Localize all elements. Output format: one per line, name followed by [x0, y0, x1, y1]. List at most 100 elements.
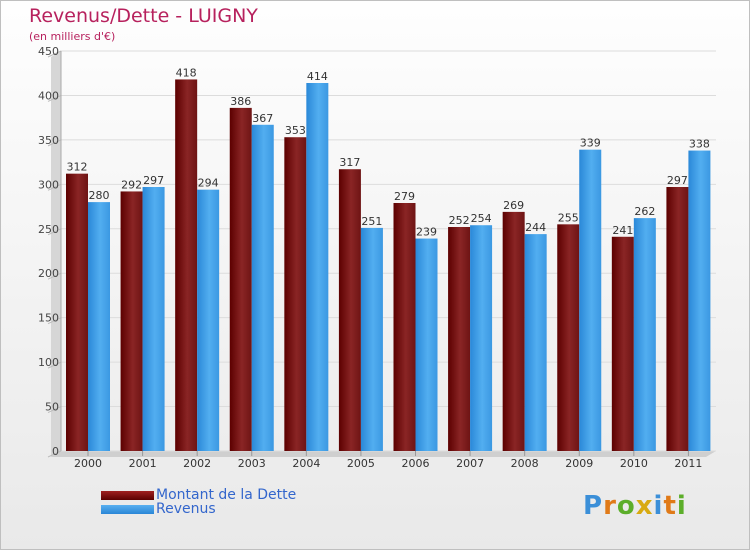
x-tick-label: 2009 [565, 457, 593, 470]
data-label: 251 [361, 215, 382, 228]
bar [666, 187, 689, 451]
bar [393, 203, 416, 451]
x-tick-label: 2005 [347, 457, 375, 470]
data-label: 262 [634, 205, 655, 218]
data-label: 254 [471, 212, 492, 225]
bar [448, 227, 471, 451]
logo-letter: x [635, 491, 654, 521]
data-label: 367 [252, 112, 273, 125]
data-label: 418 [176, 66, 197, 79]
data-label: 280 [89, 189, 110, 202]
bar [306, 83, 329, 451]
chart-subtitle: (en milliers d'€) [29, 30, 116, 43]
y-tick-label: 300 [38, 178, 59, 191]
bar [524, 234, 547, 451]
chart-floor [51, 451, 716, 457]
logo-letter: o [616, 491, 636, 521]
bar [338, 169, 361, 451]
data-label: 252 [449, 214, 470, 227]
data-label: 317 [339, 156, 360, 169]
y-tick-label: 150 [38, 312, 59, 325]
data-label: 269 [503, 199, 524, 212]
bar [579, 149, 602, 451]
x-tick-label: 2003 [238, 457, 266, 470]
bar [175, 79, 198, 451]
legend-label-dette: Montant de la Dette [156, 487, 297, 503]
gridline-wall [47, 228, 62, 236]
bar [633, 218, 656, 451]
logo-letter: r [603, 491, 617, 521]
data-label: 241 [612, 224, 633, 237]
x-tick-label: 2007 [456, 457, 484, 470]
gridline-wall [47, 183, 62, 191]
data-label: 386 [230, 95, 251, 108]
bar [66, 173, 88, 451]
logo-letter: P [583, 491, 604, 521]
legend-swatch-dette [101, 490, 154, 500]
legend-item-dette: Montant de la Dette [101, 487, 296, 503]
data-label: 338 [689, 138, 710, 151]
data-label: 294 [198, 177, 219, 190]
x-tick-label: 2001 [129, 457, 157, 470]
data-label: 339 [580, 137, 601, 150]
legend-item-revenus: Revenus [101, 501, 216, 517]
bar [688, 150, 711, 452]
gridline-wall [47, 361, 62, 369]
bar [142, 187, 165, 451]
gridline-wall [47, 406, 62, 414]
bar [88, 202, 110, 451]
data-label: 244 [525, 221, 546, 234]
logo-letter: i [653, 491, 664, 521]
y-tick-label: 450 [38, 45, 59, 58]
data-label: 414 [307, 70, 328, 83]
x-tick-label: 2008 [511, 457, 539, 470]
bar [611, 236, 634, 451]
data-label: 292 [121, 178, 142, 191]
bar [502, 211, 525, 451]
legend-label-revenus: Revenus [156, 501, 216, 517]
y-tick-label: 200 [38, 267, 59, 280]
y-tick-label: 250 [38, 223, 59, 236]
y-tick-label: 350 [38, 134, 59, 147]
data-label: 297 [667, 174, 688, 187]
x-tick-label: 2006 [402, 457, 430, 470]
bar [251, 124, 274, 452]
y-tick-label: 100 [38, 356, 59, 369]
x-tick-label: 2000 [74, 457, 102, 470]
gridline-wall [47, 317, 62, 325]
bar [360, 227, 383, 451]
x-tick-label: 2011 [674, 457, 702, 470]
bar [120, 191, 143, 451]
x-tick-label: 2004 [292, 457, 320, 470]
bar [557, 224, 580, 451]
data-label: 255 [558, 211, 579, 224]
bar [284, 137, 307, 451]
legend-swatch-revenus [101, 504, 154, 514]
logo-letter: t [663, 491, 677, 521]
data-label: 279 [394, 190, 415, 203]
chart-wall [51, 51, 61, 457]
y-tick-label: 50 [45, 401, 59, 414]
data-label: 353 [285, 124, 306, 137]
chart-title: Revenus/Dette - LUIGNY [29, 5, 258, 27]
bar [197, 189, 220, 451]
data-label: 239 [416, 226, 437, 239]
x-tick-label: 2002 [183, 457, 211, 470]
gridline-wall [47, 94, 62, 102]
gridline-wall [47, 139, 62, 147]
data-label: 312 [67, 161, 88, 174]
bar [229, 107, 252, 451]
data-label: 297 [143, 174, 164, 187]
y-tick-label: 0 [52, 445, 59, 458]
gridline-wall [47, 50, 62, 58]
bar [470, 225, 493, 451]
gridline-wall [47, 272, 62, 280]
gridline-wall [47, 450, 62, 458]
bar [415, 238, 438, 451]
x-tick-label: 2010 [620, 457, 648, 470]
y-tick-label: 400 [38, 89, 59, 102]
logo-letter: i [676, 491, 687, 521]
proxiti-logo: Proxiti [583, 491, 687, 521]
